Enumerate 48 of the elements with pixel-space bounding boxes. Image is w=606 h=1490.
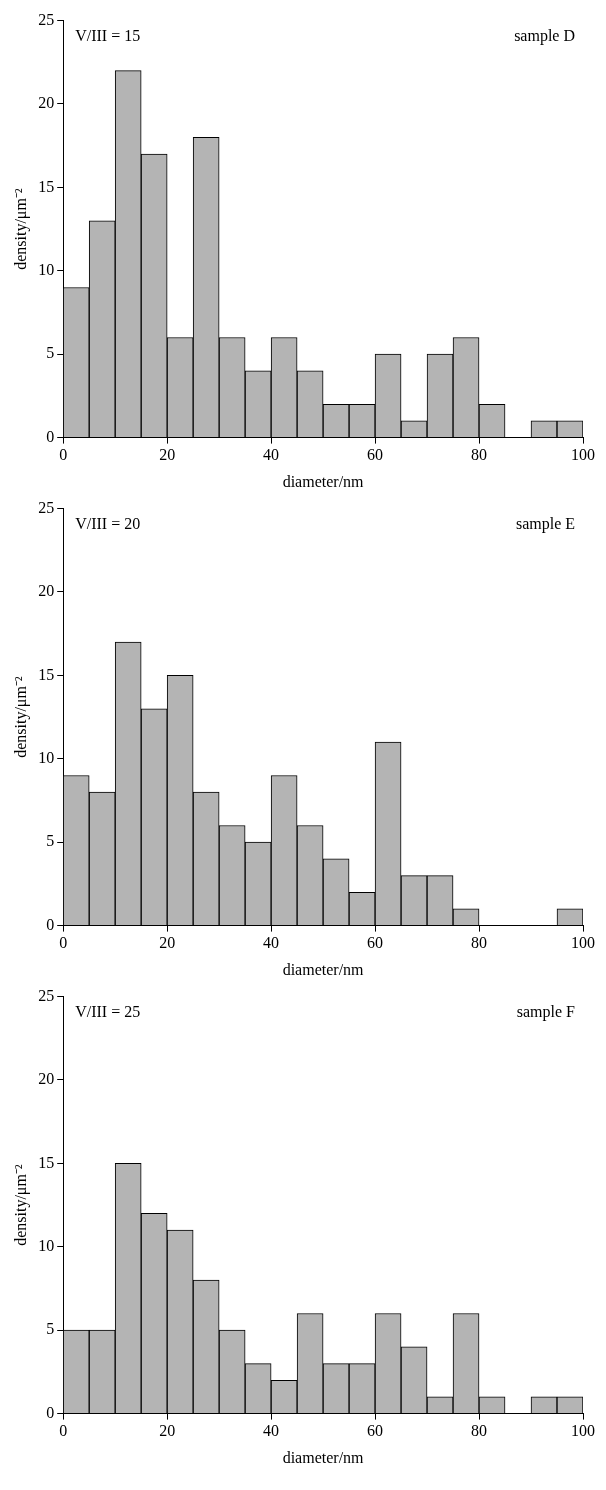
x-tick-label: 0 <box>59 1422 68 1440</box>
y-tick-label: 5 <box>46 344 55 362</box>
y-tick-label: 20 <box>38 94 55 112</box>
y-axis-title: density/μm⁻² <box>11 676 30 758</box>
x-tick-label: 80 <box>471 1422 488 1440</box>
y-tick-label: 15 <box>38 177 55 195</box>
y-tick-label: 20 <box>38 1070 55 1088</box>
x-tick-label: 80 <box>471 446 488 464</box>
x-tick-label: 40 <box>263 1422 280 1440</box>
x-tick-label: 40 <box>263 934 280 952</box>
x-axis-title: diameter/nm <box>282 1448 365 1466</box>
annotation: V/III = 15 <box>75 26 141 44</box>
y-tick-label: 15 <box>38 1153 55 1171</box>
annotation: V/III = 20 <box>75 514 141 532</box>
x-tick-label: 60 <box>367 446 384 464</box>
y-tick-label: 10 <box>38 1237 55 1254</box>
x-axis-title: diameter/nm <box>282 960 365 978</box>
x-tick-label: 20 <box>159 934 176 952</box>
y-tick-label: 10 <box>38 261 55 278</box>
x-tick-label: 20 <box>159 1422 176 1440</box>
y-tick-label: 10 <box>38 749 55 766</box>
y-tick-label: 0 <box>46 915 55 933</box>
y-tick-label: 15 <box>38 665 55 683</box>
y-tick-label: 5 <box>46 1320 55 1338</box>
annotation: V/III = 25 <box>75 1002 141 1020</box>
annotation: sample E <box>515 514 575 533</box>
y-tick-label: 25 <box>38 10 55 28</box>
x-tick-label: 60 <box>367 934 384 952</box>
x-tick-label: 20 <box>159 446 176 464</box>
x-tick-label: 40 <box>263 446 280 464</box>
x-axis-title: diameter/nm <box>282 472 365 490</box>
x-tick-label: 100 <box>571 1422 595 1440</box>
x-tick-label: 100 <box>571 446 595 464</box>
y-tick-label: 20 <box>38 582 55 600</box>
y-tick-label: 5 <box>46 832 55 850</box>
annotation: sample F <box>516 1002 576 1021</box>
y-tick-label: 0 <box>46 427 55 445</box>
y-tick-label: 25 <box>38 498 55 516</box>
y-axis-title: density/μm⁻² <box>11 188 30 270</box>
x-tick-label: 0 <box>59 446 68 464</box>
x-tick-label: 60 <box>367 1422 384 1440</box>
annotation: sample D <box>514 26 575 45</box>
x-tick-label: 100 <box>571 934 595 952</box>
y-tick-label: 0 <box>46 1403 55 1421</box>
x-tick-label: 80 <box>471 934 488 952</box>
y-tick-label: 25 <box>38 986 55 1004</box>
y-axis-title: density/μm⁻² <box>11 1164 30 1246</box>
x-tick-label: 0 <box>59 934 68 952</box>
